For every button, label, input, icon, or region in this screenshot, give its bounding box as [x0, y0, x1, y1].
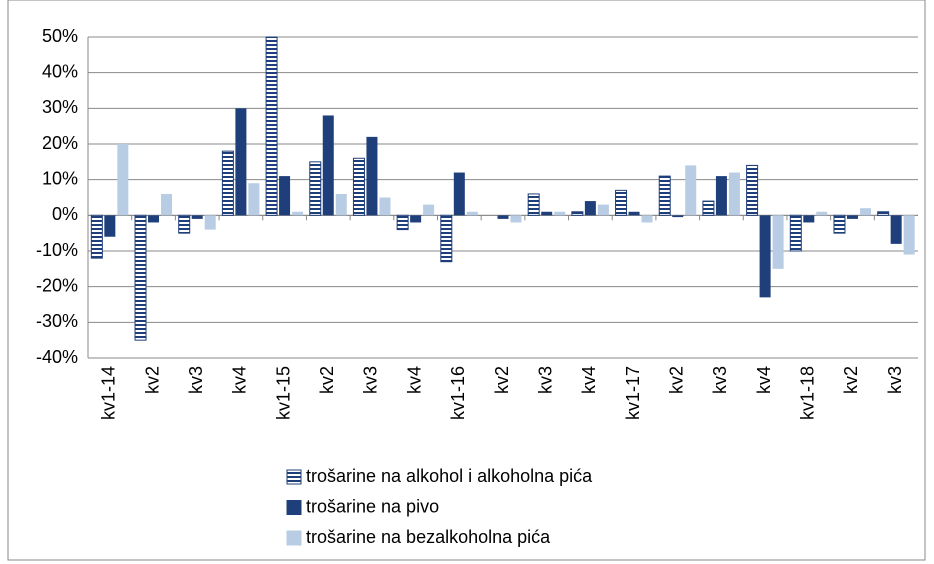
y-tick-label: 50%	[42, 26, 78, 46]
bar	[191, 215, 203, 219]
bar	[352, 157, 365, 216]
bar	[366, 136, 378, 216]
y-tick-label: 40%	[42, 61, 78, 81]
y-tick-label: 0%	[52, 204, 78, 224]
bar	[759, 215, 771, 298]
bar	[309, 161, 322, 216]
x-tick-label: kv4	[230, 366, 250, 394]
x-tick-label: kv1-17	[623, 366, 643, 420]
x-tick-label: kv1-15	[273, 366, 293, 420]
x-tick-label: kv2	[666, 366, 686, 394]
bar	[148, 215, 160, 223]
x-tick-label: kv1-14	[99, 366, 119, 420]
bar	[615, 189, 628, 216]
bar	[221, 150, 234, 216]
bar	[571, 211, 584, 216]
bar	[803, 215, 815, 223]
bar	[204, 215, 216, 230]
y-tick-label: -20%	[36, 275, 78, 295]
x-tick-label: kv4	[404, 366, 424, 394]
bar	[746, 164, 759, 216]
x-tick-label: kv2	[317, 366, 337, 394]
bar	[379, 197, 391, 216]
bar	[117, 144, 129, 216]
x-tick-label: kv4	[579, 366, 599, 394]
bar	[410, 215, 422, 223]
bar	[715, 176, 727, 216]
bar	[248, 183, 260, 216]
y-tick-label: 10%	[42, 168, 78, 188]
legend-label: trošarine na pivo	[306, 496, 439, 516]
bar	[440, 214, 453, 263]
legend-swatch	[286, 530, 302, 546]
bar	[279, 176, 291, 216]
bar	[772, 215, 784, 269]
bar	[628, 211, 640, 216]
bar	[833, 214, 846, 234]
x-tick-label: kv3	[535, 366, 555, 394]
legend-label: trošarine na alkohol i alkoholna pića	[306, 466, 593, 486]
legend-swatch	[286, 469, 302, 485]
y-tick-label: -30%	[36, 311, 78, 331]
bar	[453, 172, 465, 216]
legend-swatch	[286, 500, 302, 515]
bar	[335, 193, 347, 216]
y-tick-label: -40%	[36, 347, 78, 367]
bar	[877, 211, 890, 216]
x-tick-label: kv1-18	[798, 366, 818, 420]
bar	[134, 214, 147, 341]
x-tick-label: kv1-16	[448, 366, 468, 420]
bar	[597, 204, 609, 216]
bar	[497, 215, 509, 219]
bar	[846, 215, 858, 219]
bar	[90, 214, 103, 259]
bar	[789, 214, 802, 252]
legend-label: trošarine na bezalkoholna pića	[306, 527, 551, 547]
bar	[890, 215, 902, 244]
bar	[658, 175, 671, 216]
bar	[466, 211, 478, 216]
frame	[7, 0, 926, 561]
y-tick-label: 30%	[42, 97, 78, 117]
bar	[423, 204, 435, 216]
bar	[672, 215, 684, 218]
bar	[641, 215, 653, 223]
x-tick-label: kv3	[186, 366, 206, 394]
bar	[235, 108, 247, 216]
bar	[541, 211, 553, 216]
bar	[728, 172, 740, 216]
x-tick-label: kv3	[361, 366, 381, 394]
bar	[104, 215, 116, 237]
bar	[322, 115, 334, 216]
bar	[178, 214, 191, 234]
x-tick-label: kv3	[885, 366, 905, 394]
x-tick-label: kv3	[710, 366, 730, 394]
bar	[396, 214, 409, 231]
bar	[292, 211, 304, 216]
bar	[702, 200, 715, 216]
y-tick-label: -10%	[36, 240, 78, 260]
bar	[554, 211, 566, 216]
bar	[265, 36, 278, 216]
bar	[527, 193, 540, 216]
bar	[685, 165, 697, 216]
bar	[903, 215, 915, 255]
bar	[584, 201, 596, 216]
bar	[510, 215, 522, 223]
x-tick-label: kv2	[142, 366, 162, 394]
y-tick-label: 20%	[42, 133, 78, 153]
bar	[161, 193, 173, 216]
x-tick-label: kv4	[754, 366, 774, 394]
bar	[859, 208, 871, 216]
bar	[816, 211, 828, 216]
x-tick-label: kv2	[492, 366, 512, 394]
x-tick-label: kv2	[841, 366, 861, 394]
